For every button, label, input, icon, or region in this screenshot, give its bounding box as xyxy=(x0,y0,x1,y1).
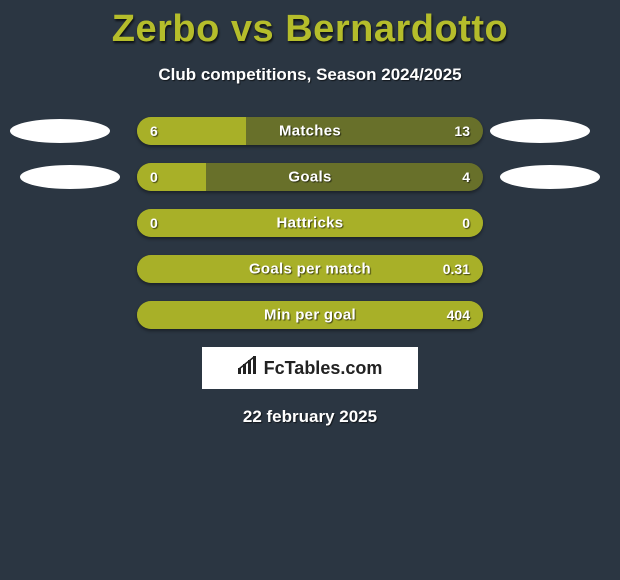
stat-rows: Matches613Goals04Hattricks00Goals per ma… xyxy=(0,117,620,329)
brand-badge: FcTables.com xyxy=(202,347,418,389)
page-title: Zerbo vs Bernardotto xyxy=(0,0,620,51)
stat-label: Min per goal xyxy=(0,307,620,324)
stat-row: Goals0 4 xyxy=(0,163,620,191)
stat-value-right: 0.31 xyxy=(443,261,470,277)
stat-row: Matches6 13 xyxy=(0,117,620,145)
stat-row: Hattricks0 0 xyxy=(0,209,620,237)
date-label: 22 february 2025 xyxy=(0,407,620,427)
brand-chart-icon xyxy=(238,356,260,381)
stat-value-right: 0 xyxy=(462,215,470,231)
stat-label: Matches xyxy=(0,123,620,140)
stat-value-right: 4 xyxy=(462,169,470,185)
stat-label: Hattricks xyxy=(0,215,620,232)
stat-value-right: 13 xyxy=(454,123,470,139)
stat-value-left: 0 xyxy=(150,169,158,185)
stat-row: Goals per match0.31 xyxy=(0,255,620,283)
subtitle: Club competitions, Season 2024/2025 xyxy=(0,65,620,85)
stat-label: Goals xyxy=(0,169,620,186)
stat-row: Min per goal404 xyxy=(0,301,620,329)
stat-value-left: 0 xyxy=(150,215,158,231)
stat-value-left: 6 xyxy=(150,123,158,139)
stat-value-right: 404 xyxy=(447,307,470,323)
stat-label: Goals per match xyxy=(0,261,620,278)
brand-text: FcTables.com xyxy=(264,358,383,379)
